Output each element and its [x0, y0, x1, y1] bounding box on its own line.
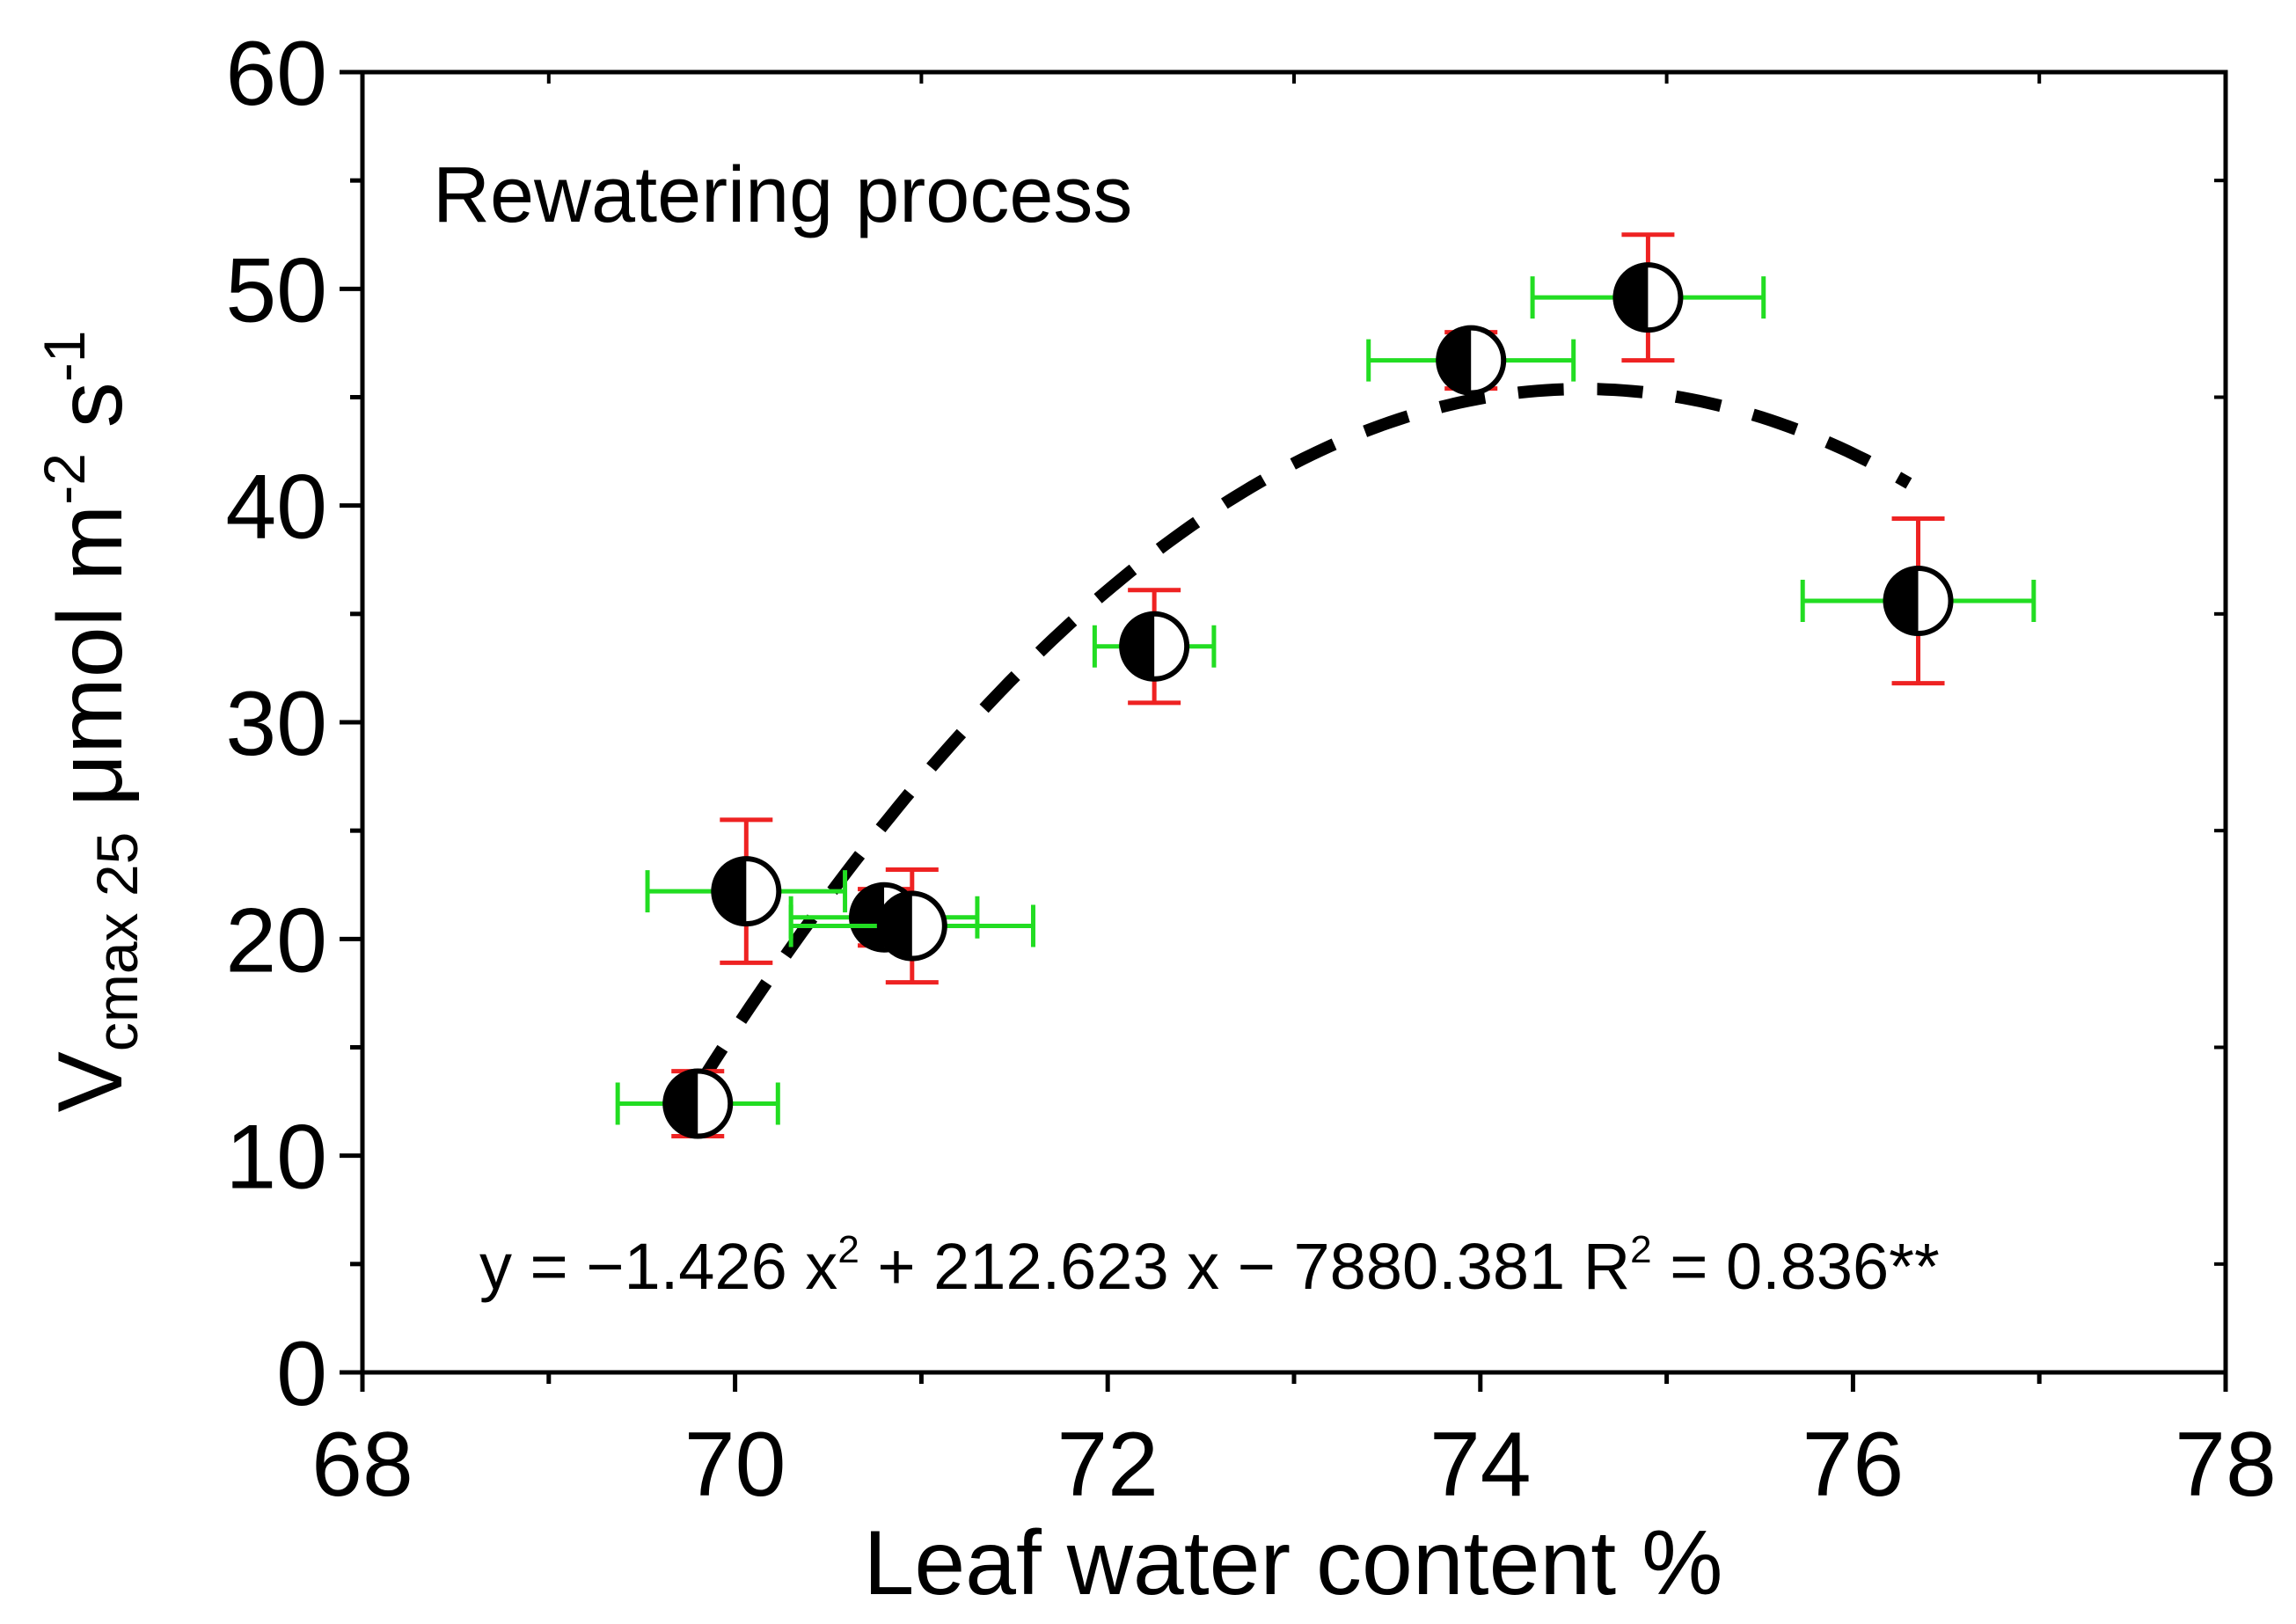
data-point-6 — [1366, 325, 1576, 396]
x-tick-label: 76 — [1802, 1414, 1905, 1516]
data-point-7 — [1530, 232, 1766, 363]
marker-outline — [876, 890, 947, 962]
marker-filled-half — [879, 893, 912, 959]
annotation-label: Rewatering process — [433, 151, 1132, 239]
points-layer — [615, 232, 2036, 1139]
x-tick-label: 68 — [311, 1414, 413, 1516]
data-point-8 — [1800, 516, 2036, 686]
marker-outline — [662, 1068, 734, 1139]
y-tick-label: 30 — [225, 673, 327, 775]
marker-outline — [711, 856, 782, 927]
plot-frame — [360, 69, 2228, 1375]
marker-filled-half — [665, 1071, 698, 1137]
y-tick-label: 20 — [225, 889, 327, 991]
data-point-4 — [788, 867, 1035, 985]
marker-filled-half — [713, 859, 747, 925]
ticks-layer: 68 70 72 74 76 78 0 10 20 30 40 50 60 — [225, 23, 2277, 1516]
marker-filled-half — [1615, 265, 1649, 331]
marker-outline — [1436, 325, 1507, 396]
fit-equation: y = −1.426 x2 + 212.623 x − 7880.381 R2 … — [479, 1228, 1940, 1303]
marker-filled-half — [1438, 327, 1472, 393]
y-tick-label: 50 — [225, 239, 327, 341]
marker-outline — [1612, 262, 1684, 333]
marker-filled-half — [1885, 568, 1919, 634]
x-tick-label: 74 — [1430, 1414, 1532, 1516]
fit-curve — [692, 383, 1912, 1091]
x-axis-title: Leaf water content % — [863, 1512, 1722, 1614]
marker-outline — [1883, 566, 1954, 637]
marker-outline — [1119, 611, 1190, 682]
data-point-2 — [645, 817, 848, 965]
marker-filled-half — [1122, 613, 1155, 679]
y-tick-label: 10 — [225, 1107, 327, 1209]
marker-filled-half — [852, 884, 885, 950]
data-point-1 — [615, 1068, 780, 1139]
x-tick-label: 72 — [1057, 1414, 1159, 1516]
y-tick-label: 0 — [276, 1323, 327, 1425]
y-axis-title: Vcmax 25 μmol m-2 s-1 — [32, 330, 150, 1112]
x-tick-label: 70 — [684, 1414, 786, 1516]
y-tick-label: 60 — [225, 23, 327, 125]
y-tick-label: 40 — [225, 457, 327, 559]
x-tick-label: 78 — [2175, 1414, 2277, 1516]
data-point-5 — [1092, 588, 1217, 706]
